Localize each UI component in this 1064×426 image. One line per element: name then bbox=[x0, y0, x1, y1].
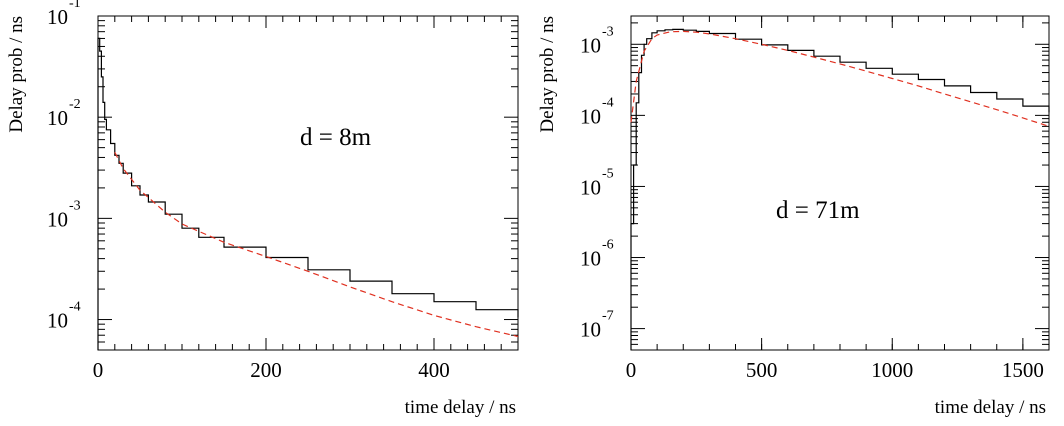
right-y-ticks: 10-310-410-510-610-7 bbox=[580, 22, 1049, 351]
left-y-axis-title: Delay prob / ns bbox=[6, 16, 27, 133]
left-y-ticks: 10-110-210-310-4 bbox=[47, 0, 518, 351]
left-x-ticks: 0 200 400 bbox=[93, 16, 519, 382]
x-tick-label: 200 bbox=[250, 358, 282, 382]
right-histogram-series bbox=[630, 28, 1050, 350]
y-tick-base: 10 bbox=[47, 5, 68, 29]
y-tick-exponent: -6 bbox=[602, 238, 614, 253]
right-x-axis-title: time delay / ns bbox=[935, 397, 1046, 418]
y-tick-exponent: -2 bbox=[69, 97, 81, 112]
y-tick-base: 10 bbox=[580, 318, 601, 342]
right-panel: 0 500 1000 1500 10-310-410-510-610-7 time d… bbox=[537, 15, 1050, 418]
y-tick-base: 10 bbox=[47, 207, 68, 231]
x-tick-label: 0 bbox=[93, 358, 104, 382]
left-distance-annotation: d = 8m bbox=[300, 124, 372, 151]
x-tick-label: 400 bbox=[418, 358, 450, 382]
x-tick-label: 500 bbox=[746, 358, 778, 382]
right-y-axis-title: Delay prob / ns bbox=[537, 16, 558, 133]
right-plot-frame bbox=[630, 15, 1050, 351]
y-tick-exponent: -7 bbox=[602, 309, 614, 324]
right-fit-curve bbox=[630, 30, 1050, 127]
left-histogram-series bbox=[97, 37, 519, 350]
y-tick-exponent: -1 bbox=[69, 0, 81, 11]
y-tick-exponent: -3 bbox=[602, 24, 614, 39]
y-tick-base: 10 bbox=[47, 106, 68, 130]
y-tick-base: 10 bbox=[47, 309, 68, 333]
y-tick-base: 10 bbox=[580, 33, 601, 57]
y-tick-base: 10 bbox=[580, 104, 601, 128]
x-tick-label: 0 bbox=[626, 358, 637, 382]
x-tick-label: 1500 bbox=[1002, 358, 1044, 382]
right-distance-annotation: d = 71m bbox=[776, 197, 860, 224]
y-tick-exponent: -5 bbox=[602, 166, 614, 181]
left-panel: 0 200 400 10-110-210-310-4 time delay / ns… bbox=[6, 0, 519, 418]
y-tick-base: 10 bbox=[580, 175, 601, 199]
y-tick-exponent: -4 bbox=[69, 300, 81, 315]
left-fit-curve bbox=[114, 152, 519, 338]
x-tick-label: 1000 bbox=[871, 358, 913, 382]
y-tick-exponent: -3 bbox=[69, 198, 81, 213]
left-x-axis-title: time delay / ns bbox=[405, 397, 516, 418]
left-plot-frame bbox=[97, 15, 519, 351]
y-tick-base: 10 bbox=[580, 247, 601, 271]
right-x-ticks: 0 500 1000 1500 bbox=[626, 16, 1050, 382]
y-tick-exponent: -4 bbox=[602, 95, 614, 110]
